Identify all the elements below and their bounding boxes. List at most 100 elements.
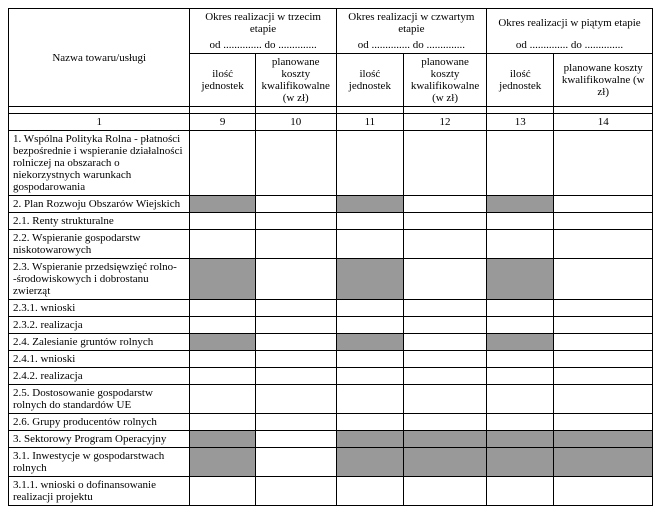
header-stage5: Okres realizacji w piątym etapie [487, 9, 653, 38]
table-row: 2.3.2. realizacja [9, 317, 653, 334]
table-row: 2.6. Grupy producentów rolnych [9, 414, 653, 431]
cell [554, 334, 653, 351]
cell [404, 196, 487, 213]
cell [487, 213, 554, 230]
cell [336, 431, 403, 448]
header-stage4: Okres realizacji w czwartym etapie [336, 9, 486, 38]
cell [404, 351, 487, 368]
row-label: 2.3.1. wnioski [9, 300, 190, 317]
table-row: 3.1. Inwestycje w gospodarstwach rolnych [9, 448, 653, 477]
row-label: 2.4.2. realizacja [9, 368, 190, 385]
table-row: 2.3.1. wnioski [9, 300, 653, 317]
cell [190, 196, 255, 213]
cell [487, 368, 554, 385]
cell [404, 131, 487, 196]
sub-costs-3: planowane koszty kwalifikowalne (w zł) [255, 54, 336, 107]
cell [487, 448, 554, 477]
table-row: 3.1.1. wnioski o dofinansowanie realizac… [9, 477, 653, 506]
cell [255, 213, 336, 230]
cell [255, 334, 336, 351]
colnum-10: 10 [255, 114, 336, 131]
colnum-1: 1 [9, 114, 190, 131]
cell [190, 477, 255, 506]
cell [404, 213, 487, 230]
cell [190, 368, 255, 385]
colnum-9: 9 [190, 114, 255, 131]
cell [190, 131, 255, 196]
cell [255, 431, 336, 448]
cell [255, 414, 336, 431]
table-row: 2.2. Wspieranie gospodarstw niskotowarow… [9, 230, 653, 259]
cell [255, 131, 336, 196]
sub-units-4: ilość jednostek [336, 54, 403, 107]
cell [404, 230, 487, 259]
row-label: 2.5. Dostosowanie gospodarstw rolnych do… [9, 385, 190, 414]
cell [190, 259, 255, 300]
row-label: 2.3.2. realizacja [9, 317, 190, 334]
table-row: 1. Wspólna Polityka Rolna - płatności be… [9, 131, 653, 196]
cell [336, 213, 403, 230]
table-row: 2. Plan Rozwoju Obszarów Wiejskich [9, 196, 653, 213]
cell [190, 300, 255, 317]
cell [487, 414, 554, 431]
row-label: 1. Wspólna Polityka Rolna - płatności be… [9, 131, 190, 196]
cell [190, 334, 255, 351]
cell [190, 431, 255, 448]
cell [336, 477, 403, 506]
cell [336, 334, 403, 351]
row-label: 2.1. Renty strukturalne [9, 213, 190, 230]
cell [190, 230, 255, 259]
cell [190, 351, 255, 368]
cell [554, 196, 653, 213]
spacer [9, 107, 190, 114]
cell [255, 300, 336, 317]
cell [336, 385, 403, 414]
cell [404, 477, 487, 506]
cell [487, 317, 554, 334]
cell [554, 477, 653, 506]
colnum-13: 13 [487, 114, 554, 131]
cell [487, 131, 554, 196]
cell [336, 351, 403, 368]
table-row: 2.4.1. wnioski [9, 351, 653, 368]
cell [336, 259, 403, 300]
cell [255, 259, 336, 300]
period-stage5: od .............. do .............. [487, 37, 653, 54]
sub-units-5: ilość jednostek [487, 54, 554, 107]
row-label: 2. Plan Rozwoju Obszarów Wiejskich [9, 196, 190, 213]
cell [404, 368, 487, 385]
table-row: 2.4.2. realizacja [9, 368, 653, 385]
cell [255, 351, 336, 368]
cell [554, 213, 653, 230]
cell [404, 334, 487, 351]
cell [255, 230, 336, 259]
cell [255, 477, 336, 506]
row-label: 3.1.1. wnioski o dofinansowanie realizac… [9, 477, 190, 506]
cell [404, 317, 487, 334]
cell [404, 431, 487, 448]
cell [487, 259, 554, 300]
cell [404, 259, 487, 300]
colnum-14: 14 [554, 114, 653, 131]
row-label: 2.3. Wspieranie przedsięwzięć rolno- -śr… [9, 259, 190, 300]
cell [255, 368, 336, 385]
period-stage3: od .............. do .............. [190, 37, 336, 54]
cell [190, 317, 255, 334]
cell [336, 368, 403, 385]
cell [554, 368, 653, 385]
cell [487, 196, 554, 213]
row-label: 2.4.1. wnioski [9, 351, 190, 368]
sub-units-3: ilość jednostek [190, 54, 255, 107]
row-label: 3.1. Inwestycje w gospodarstwach rolnych [9, 448, 190, 477]
cell [487, 351, 554, 368]
cell [336, 414, 403, 431]
row-label: 3. Sektorowy Program Operacyjny [9, 431, 190, 448]
header-stage3: Okres realizacji w trzecim etapie [190, 9, 336, 38]
sub-costs-4: planowane koszty kwalifikowalne (w zł) [404, 54, 487, 107]
period-stage4: od .............. do .............. [336, 37, 486, 54]
cell [190, 414, 255, 431]
cell [336, 300, 403, 317]
cell [336, 230, 403, 259]
table-row: 3. Sektorowy Program Operacyjny [9, 431, 653, 448]
cell [554, 351, 653, 368]
